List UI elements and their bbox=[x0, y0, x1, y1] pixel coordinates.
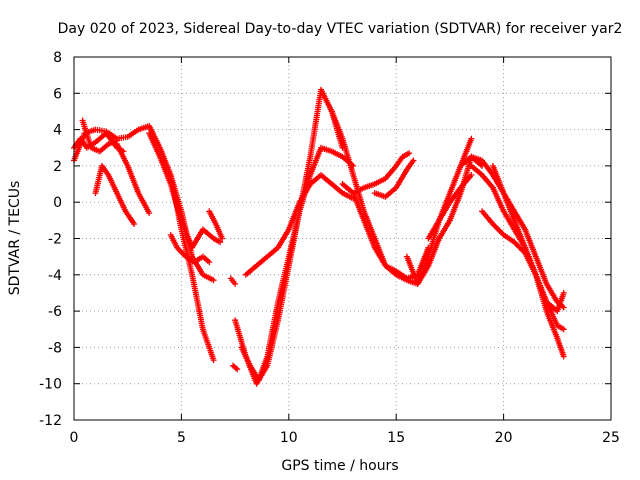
series-arc-17 bbox=[350, 150, 413, 197]
y-tick-label: 2 bbox=[53, 159, 62, 175]
y-tick-label: 6 bbox=[53, 86, 62, 102]
data-point-markers bbox=[167, 231, 213, 266]
x-tick-label: 25 bbox=[602, 430, 620, 446]
chart-title: Day 020 of 2023, Sidereal Day-to-day VTE… bbox=[58, 21, 623, 37]
x-tick-label: 5 bbox=[177, 430, 186, 446]
x-axis-title: GPS time / hours bbox=[281, 458, 398, 474]
y-tick-label: -8 bbox=[48, 340, 62, 356]
series-arc-4 bbox=[92, 162, 138, 227]
series-arc-12 bbox=[242, 172, 357, 278]
data-point-markers bbox=[238, 144, 357, 384]
series-arc-13 bbox=[227, 275, 239, 287]
x-tick-label: 0 bbox=[70, 430, 79, 446]
series-arc-24 bbox=[489, 162, 567, 315]
y-tick-label: -2 bbox=[48, 232, 62, 248]
data-point-markers bbox=[206, 208, 226, 242]
data-point-markers bbox=[242, 172, 357, 278]
data-point-markers bbox=[371, 157, 417, 200]
y-tick-label: -6 bbox=[48, 304, 62, 320]
y-axis-title: SDTVAR / TECUs bbox=[7, 181, 23, 296]
series-arc-8 bbox=[167, 231, 213, 266]
data-point-markers bbox=[350, 150, 413, 197]
tick-labels: 0 5 10 15 20 25 -12 -10 -8 -6 -4 -2 0 2 4 6 8 bbox=[39, 50, 620, 446]
data-point-markers bbox=[425, 172, 475, 242]
series-arc-18 bbox=[371, 157, 417, 200]
y-tick-label: -10 bbox=[39, 377, 62, 393]
data-point-markers bbox=[92, 162, 138, 227]
data-points bbox=[71, 86, 567, 387]
series-arc-3 bbox=[79, 117, 120, 155]
y-tick-label: 8 bbox=[53, 50, 62, 66]
data-point-markers bbox=[79, 117, 120, 155]
y-tick-label: -12 bbox=[39, 413, 62, 429]
x-tick-label: 15 bbox=[387, 430, 405, 446]
y-tick-label: 4 bbox=[53, 123, 62, 139]
x-tick-label: 10 bbox=[280, 430, 298, 446]
grid bbox=[74, 57, 611, 420]
data-point-markers bbox=[230, 362, 241, 373]
y-tick-label: 0 bbox=[53, 195, 62, 211]
series-arc-20 bbox=[425, 172, 475, 242]
series-arc-11 bbox=[238, 144, 357, 384]
series-arc-14 bbox=[230, 362, 241, 373]
tick-marks bbox=[73, 56, 612, 421]
data-point-markers bbox=[489, 162, 567, 315]
data-point-markers bbox=[114, 141, 153, 217]
series-arc-5 bbox=[114, 141, 153, 217]
y-tick-label: -4 bbox=[48, 268, 62, 284]
series-arc-9 bbox=[206, 208, 226, 242]
x-tick-label: 20 bbox=[495, 430, 513, 446]
data-point-markers bbox=[227, 275, 239, 287]
